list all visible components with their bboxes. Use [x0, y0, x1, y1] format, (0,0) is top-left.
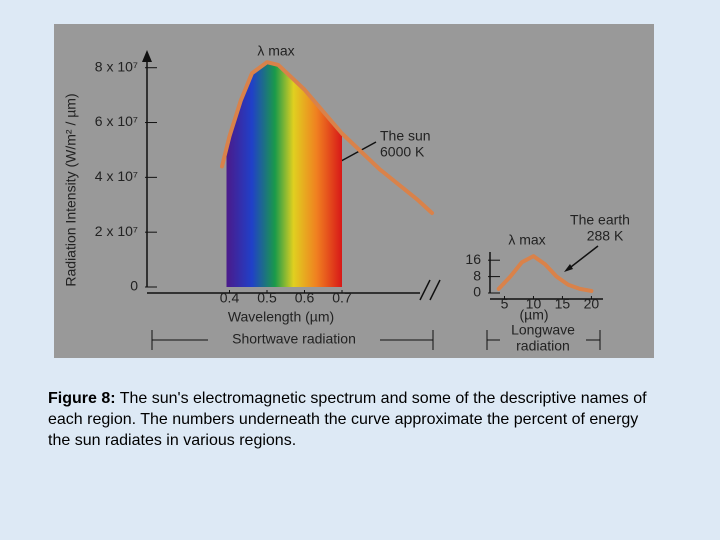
annotation: λ max	[508, 232, 545, 248]
caption-text: The sun's electromagnetic spectrum and s…	[48, 390, 647, 449]
y-axis-label: Radiation Intensity (W/m² / µm)	[63, 93, 79, 286]
figure: λ max The sun 6000 K Shortwave radiation…	[54, 24, 654, 358]
annotation: Longwave	[511, 322, 575, 338]
annotation: Shortwave radiation	[232, 331, 356, 347]
annotation: λ max	[257, 43, 294, 59]
caption-label: Figure 8:	[48, 390, 116, 407]
x-tick-label: 0.7	[332, 290, 352, 306]
y-tick-label: 0	[130, 278, 138, 294]
arrowhead	[564, 264, 573, 272]
x-tick-label: 10	[526, 296, 542, 312]
annotation: 6000 K	[380, 144, 425, 160]
x-axis-label: Wavelength (µm)	[228, 309, 334, 325]
axis-arrow	[142, 50, 152, 62]
curve	[220, 60, 434, 215]
x-tick-label: 0.4	[220, 290, 240, 306]
y-tick-label: 8 x 10⁷	[95, 58, 138, 74]
arrow	[566, 245, 599, 271]
annotation: The sun	[380, 128, 431, 144]
y-tick-label: 0	[473, 284, 481, 300]
x-tick-label: 15	[555, 296, 571, 312]
y-tick-label: 16	[465, 251, 481, 267]
caption: Figure 8: The sun's electromagnetic spec…	[48, 388, 658, 451]
x-tick-label: 0.5	[257, 290, 277, 306]
axis-break	[429, 279, 441, 301]
x-tick-label: 5	[501, 296, 509, 312]
y-tick-label: 4 x 10⁷	[95, 168, 138, 184]
figure-background	[54, 24, 654, 358]
curve	[496, 254, 594, 293]
y-tick-label: 2 x 10⁷	[95, 223, 138, 239]
y-tick-label: 6 x 10⁷	[95, 113, 138, 129]
annotation: 288 K	[587, 228, 624, 244]
annotation: The earth	[570, 212, 630, 228]
annotation: radiation	[516, 338, 570, 354]
axis-break	[419, 279, 431, 301]
x-axis-label: (µm)	[519, 307, 548, 323]
x-tick-label: 0.6	[295, 290, 315, 306]
x-tick-label: 20	[584, 296, 600, 312]
y-tick-label: 8	[473, 267, 481, 283]
